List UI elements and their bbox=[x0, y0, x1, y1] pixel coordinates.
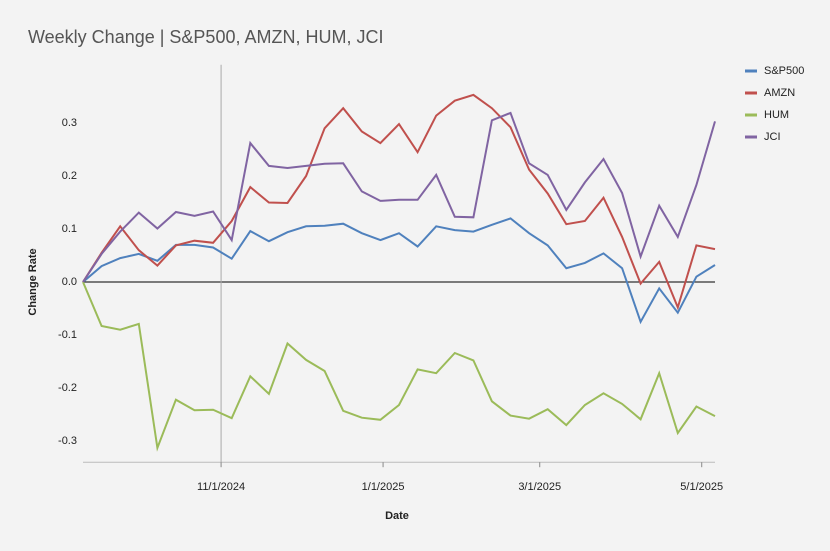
y-axis-label: Change Rate bbox=[27, 248, 39, 315]
series-line bbox=[82, 281, 716, 452]
chart-title: Weekly Change | S&P500, AMZN, HUM, JCI bbox=[28, 27, 383, 47]
y-tick-label: -0.2 bbox=[58, 382, 77, 394]
x-tick-label: 1/1/2025 bbox=[362, 481, 405, 493]
y-tick-label: 0.0 bbox=[62, 276, 77, 288]
y-tick-label: 0.3 bbox=[62, 117, 77, 129]
x-tick-label: 5/1/2025 bbox=[680, 481, 723, 493]
x-axis-label: Date bbox=[385, 510, 409, 522]
series-line bbox=[82, 217, 716, 325]
y-tick-label: 0.2 bbox=[62, 170, 77, 182]
series-line bbox=[82, 93, 716, 311]
y-tick-label: 0.1 bbox=[62, 223, 77, 235]
legend-label: HUM bbox=[764, 109, 789, 121]
y-tick-label: -0.1 bbox=[58, 329, 77, 341]
legend-label: S&P500 bbox=[764, 65, 804, 77]
x-tick-label: 3/1/2025 bbox=[518, 481, 561, 493]
legend-label: JCI bbox=[764, 131, 781, 143]
series-line bbox=[82, 111, 716, 283]
legend-label: AMZN bbox=[764, 87, 795, 99]
x-tick-label: 11/1/2024 bbox=[197, 481, 245, 493]
y-tick-label: -0.3 bbox=[58, 435, 77, 447]
